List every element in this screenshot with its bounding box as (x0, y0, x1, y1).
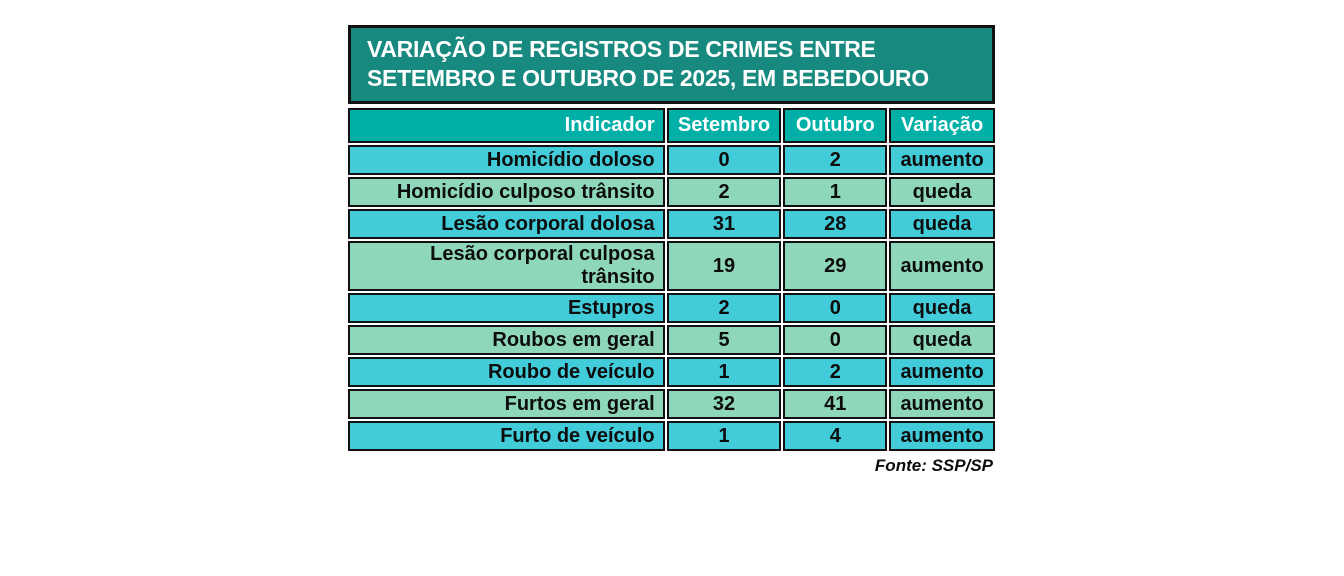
value-cell: queda (889, 177, 995, 207)
value-cell: 2 (783, 357, 888, 387)
value-cell: 0 (783, 293, 888, 323)
indicator-cell: Furtos em geral (348, 389, 665, 419)
table-row: Homicídio culposo trânsito 2 1 queda (348, 177, 995, 207)
value-cell: 19 (666, 241, 782, 291)
table-row: Roubos em geral 5 0 queda (348, 325, 995, 355)
value-cell: 2 (666, 293, 782, 323)
value-cell: 0 (783, 325, 888, 355)
table-row: Furto de veículo 1 4 aumento (348, 421, 995, 451)
value-cell: 4 (783, 421, 888, 451)
value-cell: aumento (889, 357, 995, 387)
table-header-row: Indicador Setembro Outubro Variação (348, 108, 995, 143)
value-cell: 31 (666, 209, 782, 239)
indicator-cell: Homicídio culposo trânsito (348, 177, 665, 207)
indicator-cell: Homicídio doloso (348, 145, 665, 175)
crime-variation-infographic: VARIAÇÃO DE REGISTROS DE CRIMES ENTRE SE… (348, 25, 995, 476)
indicator-cell: Roubo de veículo (348, 357, 665, 387)
table-row: Roubo de veículo 1 2 aumento (348, 357, 995, 387)
value-cell: 1 (783, 177, 888, 207)
value-cell: queda (889, 209, 995, 239)
value-cell: 41 (783, 389, 888, 419)
header-indicador: Indicador (348, 108, 665, 143)
header-setembro: Setembro (666, 108, 782, 143)
title-line-2: SETEMBRO E OUTUBRO DE 2025, EM BEBEDOURO (367, 65, 929, 91)
value-cell: 32 (666, 389, 782, 419)
table-row: Lesão corporal culposa trânsito 19 29 aumen… (348, 241, 995, 291)
table-body: Homicídio doloso 0 2 aumento Homicídio culpo… (348, 145, 995, 451)
value-cell: queda (889, 293, 995, 323)
value-cell: 28 (783, 209, 888, 239)
indicator-cell: Lesão corporal dolosa (348, 209, 665, 239)
indicator-cell: Lesão corporal culposa trânsito (348, 241, 665, 291)
value-cell: 5 (666, 325, 782, 355)
header-outubro: Outubro (783, 108, 888, 143)
value-cell: aumento (889, 241, 995, 291)
table-row: Estupros 2 0 queda (348, 293, 995, 323)
indicator-cell: Furto de veículo (348, 421, 665, 451)
value-cell: aumento (889, 145, 995, 175)
table-row: Lesão corporal dolosa 31 28 queda (348, 209, 995, 239)
value-cell: queda (889, 325, 995, 355)
value-cell: aumento (889, 389, 995, 419)
value-cell: 29 (783, 241, 888, 291)
table-row: Furtos em geral 32 41 aumento (348, 389, 995, 419)
title-bar: VARIAÇÃO DE REGISTROS DE CRIMES ENTRE SE… (348, 25, 995, 104)
value-cell: 2 (666, 177, 782, 207)
table-row: Homicídio doloso 0 2 aumento (348, 145, 995, 175)
source-credit: Fonte: SSP/SP (874, 456, 993, 475)
value-cell: 1 (666, 421, 782, 451)
header-variacao: Variação (889, 108, 995, 143)
indicator-cell: Roubos em geral (348, 325, 665, 355)
value-cell: aumento (889, 421, 995, 451)
title-line-1: VARIAÇÃO DE REGISTROS DE CRIMES ENTRE (367, 36, 876, 62)
value-cell: 1 (666, 357, 782, 387)
crime-stats-table: Indicador Setembro Outubro Variação Homi… (346, 106, 997, 453)
indicator-cell: Estupros (348, 293, 665, 323)
value-cell: 0 (666, 145, 782, 175)
value-cell: 2 (783, 145, 888, 175)
